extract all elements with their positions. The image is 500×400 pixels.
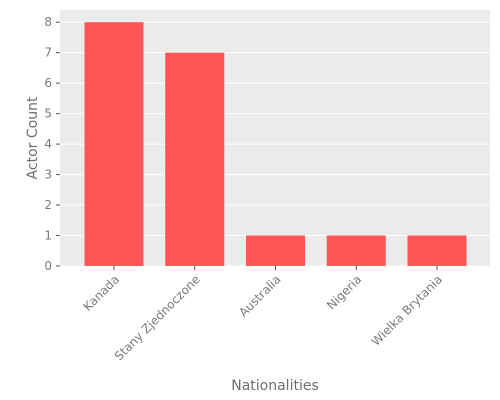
x-tick-label: Kanada	[80, 272, 122, 314]
x-tick-label: Stany Zjednoczone	[112, 272, 203, 363]
bar-nigeria	[326, 235, 386, 266]
y-tick-label: 1	[44, 229, 52, 243]
bar-kanada	[84, 22, 144, 266]
bar-stany-zjednoczone	[165, 52, 225, 266]
bar-australia	[246, 235, 305, 266]
x-axis-title: Nationalities	[231, 378, 319, 394]
x-tick-label: Wielka Brytania	[369, 272, 446, 349]
y-axis-title: Actor Count	[25, 96, 41, 179]
y-tick-label: 7	[44, 46, 52, 60]
y-axis-ticks: 0 1 2 3 4 5 6 7 8	[44, 15, 60, 273]
y-tick-label: 2	[44, 198, 52, 212]
y-tick-label: 0	[44, 259, 52, 273]
y-tick-label: 4	[44, 137, 52, 151]
y-tick-label: 3	[44, 168, 52, 182]
y-tick-label: 6	[44, 76, 52, 90]
y-tick-label: 8	[44, 15, 52, 29]
x-tick-label: Nigeria	[324, 272, 364, 312]
bar-wielka-brytania	[407, 235, 467, 266]
y-tick-label: 5	[44, 107, 52, 121]
bars	[84, 22, 467, 266]
x-tick-label: Australia	[236, 272, 283, 319]
